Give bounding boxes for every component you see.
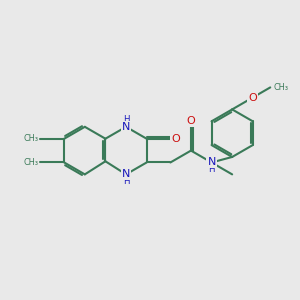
Text: O: O	[248, 92, 257, 103]
Text: CH₃: CH₃	[23, 134, 38, 143]
Text: H: H	[123, 177, 129, 186]
Text: H: H	[208, 165, 215, 174]
Text: CH₃: CH₃	[23, 158, 38, 167]
Text: N: N	[207, 158, 216, 167]
Text: N: N	[122, 169, 130, 179]
Text: O: O	[171, 134, 180, 144]
Text: N: N	[122, 122, 130, 132]
Text: H: H	[123, 115, 129, 124]
Text: CH₃: CH₃	[274, 83, 289, 92]
Text: O: O	[187, 116, 195, 126]
